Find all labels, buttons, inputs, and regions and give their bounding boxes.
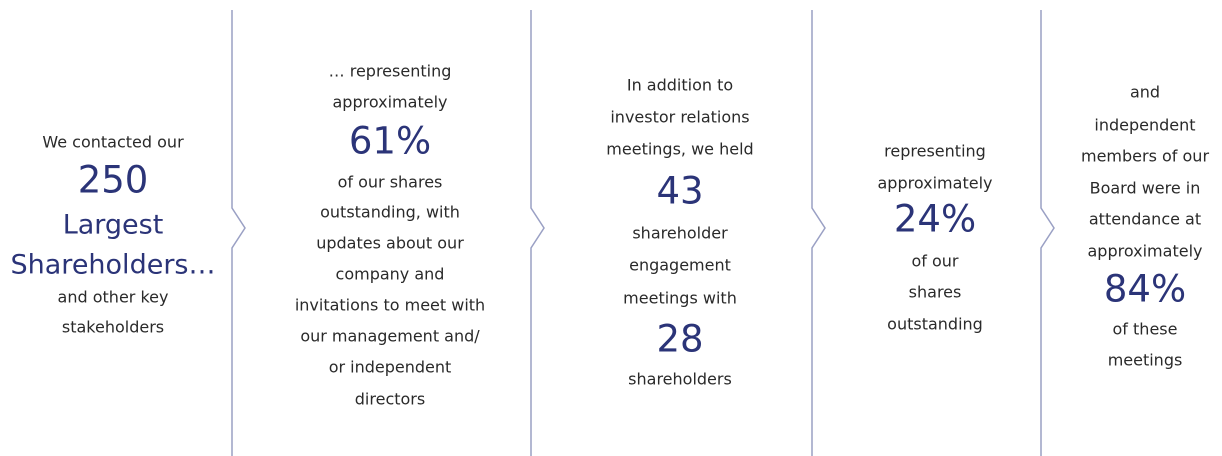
body-text: meetings bbox=[1108, 351, 1183, 370]
divider-chevron bbox=[530, 10, 545, 456]
body-text: of our bbox=[911, 252, 958, 271]
highlight-text: 43 bbox=[656, 170, 703, 213]
highlight-text: 250 bbox=[78, 159, 149, 202]
body-text: representing bbox=[884, 142, 986, 161]
highlight-text: Largest bbox=[63, 210, 164, 241]
body-text: and other key bbox=[58, 288, 169, 307]
body-text: of these bbox=[1113, 320, 1178, 339]
body-text: meetings, we held bbox=[606, 140, 753, 159]
body-text: of our shares bbox=[338, 173, 443, 192]
highlight-text: 61% bbox=[349, 120, 431, 163]
highlight-text: 28 bbox=[656, 318, 703, 361]
divider-chevron bbox=[1040, 10, 1055, 456]
body-text: We contacted our bbox=[42, 133, 184, 152]
body-text: meetings with bbox=[623, 289, 737, 308]
body-text: Board were in bbox=[1090, 179, 1201, 198]
body-text: or independent bbox=[329, 358, 452, 377]
highlight-text: Shareholders… bbox=[11, 250, 216, 281]
highlight-text: 84% bbox=[1104, 268, 1186, 311]
body-text: investor relations bbox=[610, 108, 749, 127]
body-text: directors bbox=[355, 390, 425, 409]
divider-chevron bbox=[231, 10, 246, 456]
dividers bbox=[231, 10, 1055, 456]
highlight-text: 24% bbox=[894, 198, 976, 241]
body-text: outstanding bbox=[887, 315, 983, 334]
body-text: company and bbox=[336, 265, 445, 284]
body-text: independent bbox=[1094, 116, 1195, 135]
body-text: … representing bbox=[329, 62, 452, 81]
body-text: updates about our bbox=[316, 234, 464, 253]
divider-chevron bbox=[811, 10, 826, 456]
body-text: shareholders bbox=[628, 370, 732, 389]
body-text: and bbox=[1130, 83, 1160, 102]
body-text: outstanding, with bbox=[320, 203, 460, 222]
body-text: approximately bbox=[878, 174, 993, 193]
body-text: shareholder bbox=[632, 224, 728, 243]
body-text: approximately bbox=[333, 93, 448, 112]
body-text: approximately bbox=[1088, 242, 1203, 261]
body-text: stakeholders bbox=[62, 318, 164, 337]
body-text: engagement bbox=[629, 256, 731, 275]
body-text: shares bbox=[909, 283, 962, 302]
body-text: our management and/ bbox=[300, 327, 480, 346]
body-text: members of our bbox=[1081, 147, 1209, 166]
body-text: invitations to meet with bbox=[295, 296, 485, 315]
body-text: In addition to bbox=[627, 76, 733, 95]
body-text: attendance at bbox=[1089, 210, 1201, 229]
